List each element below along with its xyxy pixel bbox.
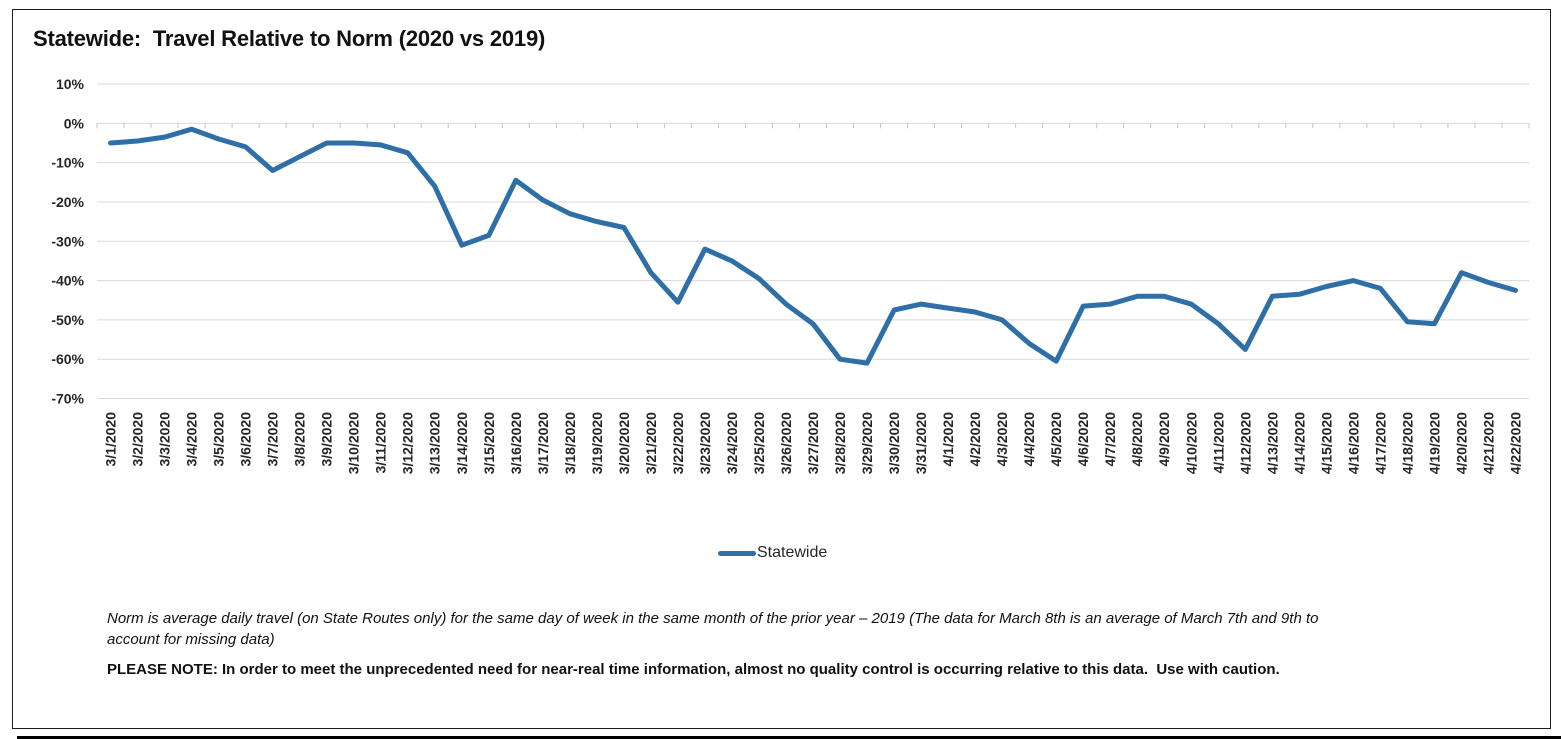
- x-axis-label: 3/31/2020: [913, 412, 929, 474]
- x-axis-label: 4/16/2020: [1345, 412, 1361, 474]
- x-axis-label: 3/28/2020: [832, 412, 848, 474]
- x-axis-label: 4/7/2020: [1102, 412, 1118, 467]
- x-axis-label: 3/30/2020: [886, 412, 902, 474]
- x-axis-label: 3/3/2020: [157, 412, 173, 467]
- x-axis-label: 4/11/2020: [1210, 412, 1226, 474]
- x-axis-label: 3/11/2020: [373, 412, 389, 474]
- legend-label: Statewide: [757, 544, 828, 561]
- screen-edge-strip: [17, 736, 1561, 739]
- y-axis-label: -30%: [51, 233, 84, 249]
- x-axis-label: 3/17/2020: [535, 412, 551, 474]
- x-axis-label: 3/19/2020: [589, 412, 605, 474]
- x-axis-label: 4/5/2020: [1048, 412, 1064, 467]
- x-axis-label: 4/4/2020: [1021, 412, 1037, 467]
- x-axis-label: 4/14/2020: [1291, 412, 1307, 474]
- x-axis-label: 4/18/2020: [1399, 412, 1415, 474]
- x-axis-label: 4/9/2020: [1156, 412, 1172, 467]
- quality-warning-note: PLEASE NOTE: In order to meet the unprec…: [107, 661, 1280, 678]
- x-axis-label: 4/20/2020: [1453, 412, 1469, 474]
- y-axis-label: -50%: [51, 312, 84, 328]
- y-axis-label: -20%: [51, 194, 84, 210]
- legend: Statewide: [718, 544, 827, 562]
- x-axis-label: 3/1/2020: [103, 412, 119, 467]
- x-axis-label: 4/21/2020: [1480, 412, 1496, 474]
- x-axis-label: 3/25/2020: [751, 412, 767, 474]
- x-axis-label: 3/29/2020: [859, 412, 875, 474]
- x-axis-label: 4/15/2020: [1318, 412, 1334, 474]
- chart-title: Statewide: Travel Relative to Norm (2020…: [33, 26, 546, 51]
- x-axis-label: 4/3/2020: [994, 412, 1010, 467]
- y-axis-label: -70%: [51, 391, 84, 407]
- x-axis-label: 3/15/2020: [481, 412, 497, 474]
- x-axis-label: 3/6/2020: [238, 412, 254, 467]
- x-axis-label: 3/2/2020: [130, 412, 146, 467]
- x-axis-label: 3/13/2020: [427, 412, 443, 474]
- x-axis-label: 3/23/2020: [697, 412, 713, 474]
- x-axis-label: 4/8/2020: [1129, 412, 1145, 467]
- x-axis-label: 4/19/2020: [1426, 412, 1442, 474]
- x-axis-label: 3/24/2020: [724, 412, 740, 474]
- y-axis-label: 10%: [56, 76, 85, 92]
- x-axis-label: 3/27/2020: [805, 412, 821, 474]
- x-axis-label: 4/1/2020: [940, 412, 956, 467]
- x-axis-label: 4/17/2020: [1372, 412, 1388, 474]
- x-axis-label: 3/21/2020: [643, 412, 659, 474]
- x-axis-label: 3/8/2020: [292, 412, 308, 467]
- x-axis-label: 3/16/2020: [508, 412, 524, 474]
- norm-footnote: Norm is average daily travel (on State R…: [107, 610, 1319, 648]
- y-axis-label: 0%: [64, 115, 85, 131]
- x-axis-label: 4/2/2020: [967, 412, 983, 467]
- x-axis-label: 4/12/2020: [1237, 412, 1253, 474]
- x-axis-label: 3/12/2020: [400, 412, 416, 474]
- x-axis-label: 3/14/2020: [454, 412, 470, 474]
- x-axis-label: 4/6/2020: [1075, 412, 1091, 467]
- x-axis-label: 3/20/2020: [616, 412, 632, 474]
- x-axis-label: 3/9/2020: [319, 412, 335, 467]
- legend-line-swatch: [718, 550, 756, 556]
- x-axis-label: 3/22/2020: [670, 412, 686, 474]
- x-axis-label: 3/18/2020: [562, 412, 578, 474]
- x-axis-label: 4/22/2020: [1507, 412, 1523, 474]
- x-axis-label: 3/26/2020: [778, 412, 794, 474]
- x-axis-label: 4/13/2020: [1264, 412, 1280, 474]
- y-axis-label: -60%: [51, 351, 84, 367]
- x-axis-label: 3/5/2020: [211, 412, 227, 467]
- statewide-series-line: [108, 126, 1518, 366]
- chart-frame: [12, 9, 1551, 729]
- x-axis-label: 3/10/2020: [346, 412, 362, 474]
- y-axis-label: -10%: [51, 155, 84, 171]
- x-axis-label: 4/10/2020: [1183, 412, 1199, 474]
- x-axis-label: 3/7/2020: [265, 412, 281, 467]
- y-axis-label: -40%: [51, 273, 84, 289]
- x-axis-label: 3/4/2020: [184, 412, 200, 467]
